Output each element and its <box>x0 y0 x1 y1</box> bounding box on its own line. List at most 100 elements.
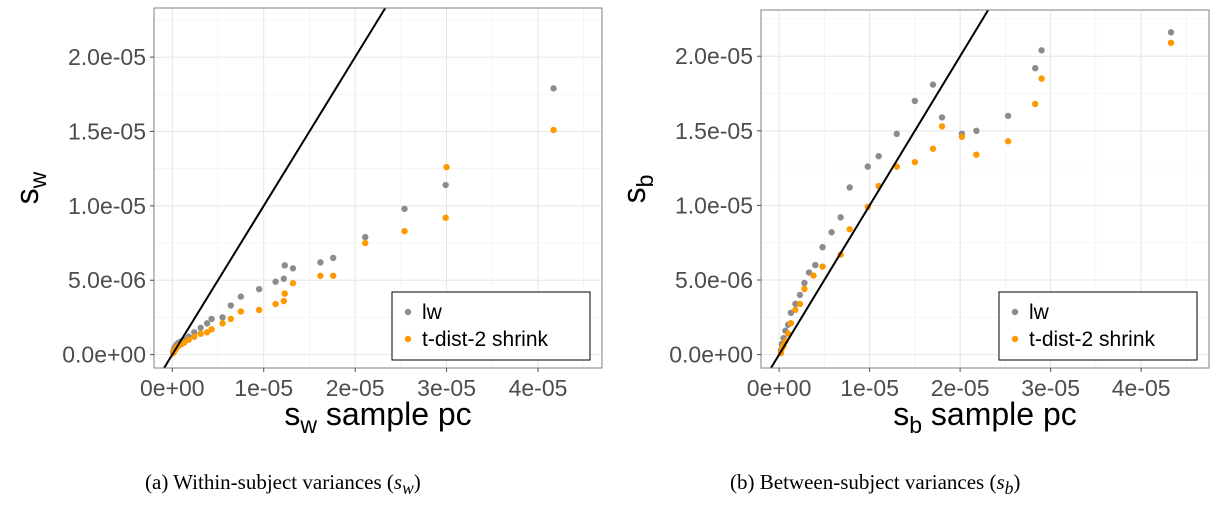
point-tdist <box>443 163 450 171</box>
point-lw <box>280 275 288 282</box>
point-lw <box>255 285 263 293</box>
point-tdist <box>1032 100 1039 108</box>
point-tdist <box>281 290 288 297</box>
point-lw <box>875 152 882 160</box>
point-lw <box>550 85 557 92</box>
point-lw <box>973 127 980 135</box>
point-lw <box>208 315 215 323</box>
point-lw <box>828 229 835 236</box>
y-axis-title: sw <box>9 171 51 204</box>
point-lw <box>227 302 234 309</box>
point-tdist <box>227 315 234 323</box>
point-lw <box>1004 112 1012 120</box>
point-tdist <box>191 333 198 340</box>
point-lw <box>197 324 204 332</box>
y-tick-label: 5.0e-06 <box>675 267 753 293</box>
x-tick-label: 2e-05 <box>931 375 990 401</box>
point-tdist <box>330 272 337 279</box>
point-tdist <box>810 272 817 279</box>
point-lw <box>805 269 813 276</box>
y-tick-label: 1.0e-05 <box>68 193 146 219</box>
x-tick-label: 0e+00 <box>747 375 812 401</box>
legend-swatch-lw <box>404 308 412 316</box>
caption-b: (b) Between-subject variances (sb) <box>730 470 1021 499</box>
legend-box <box>998 291 1198 361</box>
y-tick-label: 1.5e-05 <box>68 118 146 144</box>
point-lw <box>219 314 226 321</box>
legend: lw t-dist-2 shrink <box>391 291 591 361</box>
point-tdist <box>1038 75 1045 82</box>
legend-swatch-tdist <box>1011 335 1019 343</box>
point-tdist <box>255 306 263 314</box>
point-tdist <box>219 320 226 327</box>
point-lw <box>864 163 871 170</box>
plot-border <box>153 7 603 369</box>
point-lw <box>792 300 799 308</box>
scatter-chart-between: 0e+00 1e-05 2e-05 3e-05 4e-05 0.0e+00 5.0e-06 1… <box>616 9 1210 438</box>
legend-label-tdist: t-dist-2 shrink <box>1029 328 1156 351</box>
point-lw <box>289 265 297 272</box>
data-points <box>777 29 1175 357</box>
point-tdist <box>401 227 408 235</box>
point-lw <box>317 259 324 266</box>
point-tdist <box>362 239 369 247</box>
point-lw <box>837 214 844 221</box>
y-tick-label: 0.0e+00 <box>669 342 753 368</box>
x-tick-label: 0e+00 <box>140 375 205 401</box>
point-lw <box>812 261 819 269</box>
point-tdist <box>237 308 245 315</box>
legend-label-lw: lw <box>422 301 443 324</box>
point-lw <box>401 205 408 213</box>
point-tdist <box>973 151 980 158</box>
point-tdist <box>787 320 795 327</box>
identity-line <box>162 8 387 368</box>
point-lw <box>272 278 279 285</box>
point-tdist <box>442 214 449 221</box>
point-lw <box>203 320 211 327</box>
legend: lw t-dist-2 shrink <box>998 291 1198 361</box>
scatter-chart-within: 0e+00 1e-05 2e-05 3e-05 4e-05 0.0e+00 5.0e-06 1… <box>9 7 603 438</box>
point-tdist <box>846 226 853 233</box>
panel-between-subject: 0e+00 1e-05 2e-05 3e-05 4e-05 0.0e+00 5.0e-06 1… <box>607 0 1214 514</box>
x-tick-label: 2e-05 <box>326 375 385 401</box>
x-tick-label: 4e-05 <box>509 375 568 401</box>
point-lw <box>191 329 198 336</box>
point-lw <box>911 97 919 105</box>
y-tick-label: 2.0e-05 <box>675 43 753 69</box>
point-tdist <box>550 126 557 134</box>
y-tick-label: 0.0e+00 <box>62 342 146 368</box>
point-tdist <box>792 306 799 314</box>
legend-label-tdist: t-dist-2 shrink <box>422 328 549 351</box>
plot-border <box>760 9 1210 369</box>
point-lw <box>330 254 337 262</box>
point-tdist <box>1167 39 1175 47</box>
point-tdist <box>911 158 919 166</box>
point-tdist <box>185 336 192 343</box>
point-lw <box>1038 47 1045 54</box>
y-tick-label: 1.0e-05 <box>675 192 753 218</box>
point-tdist <box>208 326 215 333</box>
point-lw <box>929 81 937 88</box>
major-grid <box>761 10 1209 368</box>
y-tick-label: 5.0e-06 <box>68 267 146 293</box>
point-lw <box>893 130 900 138</box>
point-lw <box>237 293 245 300</box>
legend-swatch-tdist <box>404 335 412 343</box>
data-points <box>170 85 557 357</box>
y-tick-label: 1.5e-05 <box>675 118 753 144</box>
point-lw <box>796 291 804 299</box>
legend-swatch-lw <box>1011 308 1019 316</box>
x-axis-title: sb sample pc <box>893 396 1077 438</box>
point-tdist <box>1004 138 1012 145</box>
point-lw <box>442 181 449 189</box>
x-tick-label: 3e-05 <box>1021 375 1080 401</box>
point-tdist <box>180 339 188 346</box>
point-tdist <box>796 300 804 308</box>
point-lw <box>1032 64 1039 72</box>
x-axis-title: sw sample pc <box>284 396 471 438</box>
identity-line <box>769 10 990 368</box>
y-tick-label: 2.0e-05 <box>68 44 146 70</box>
point-lw <box>362 233 369 241</box>
point-lw <box>281 262 288 269</box>
point-lw <box>801 279 808 287</box>
